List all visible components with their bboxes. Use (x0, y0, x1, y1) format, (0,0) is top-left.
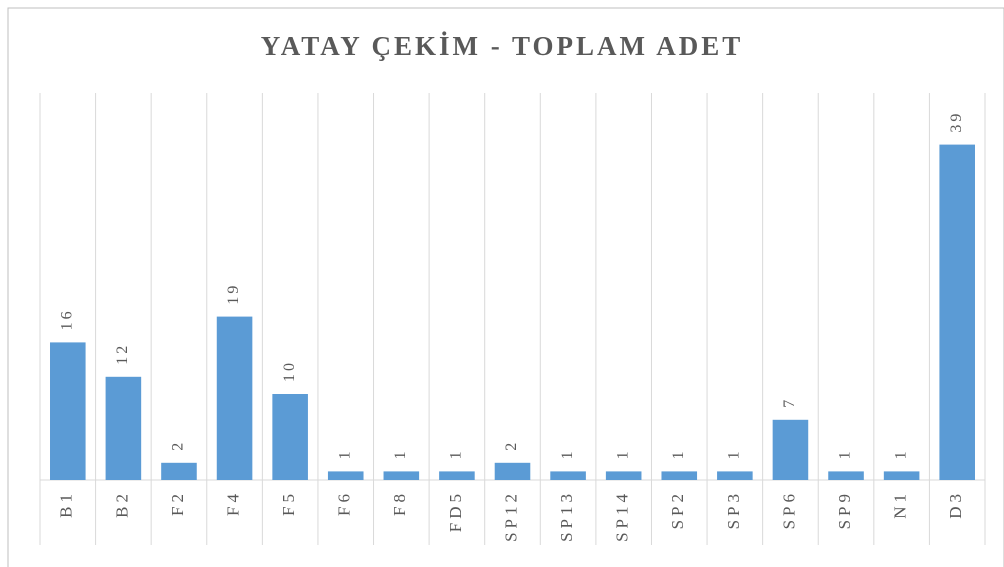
data-label: 1 (726, 448, 743, 459)
x-tick-label: FD5 (446, 490, 465, 532)
x-tick-label: F4 (223, 490, 242, 516)
bar (439, 471, 475, 480)
data-label: 1 (614, 448, 631, 459)
x-tick-label: SP13 (557, 490, 576, 542)
bar (828, 471, 864, 480)
data-label: 1 (892, 448, 909, 459)
bar (717, 471, 753, 480)
bar (772, 419, 809, 480)
bar (50, 342, 86, 480)
data-label: 2 (503, 440, 520, 451)
bar (216, 316, 253, 480)
x-tick-label: D3 (946, 490, 965, 519)
chart-border (7, 7, 1004, 567)
x-tick-label: SP14 (613, 490, 632, 542)
chart-title: YATAY ÇEKİM - TOPLAM ADET (261, 31, 744, 61)
x-tick-label: F2 (168, 490, 187, 516)
bar (550, 471, 586, 480)
bar (383, 471, 420, 480)
data-label: 12 (114, 343, 131, 365)
data-label: 1 (448, 448, 465, 459)
x-tick-label: SP9 (835, 490, 854, 529)
bar (272, 394, 308, 480)
data-label: 2 (170, 440, 187, 451)
x-tick-label: SP6 (779, 490, 798, 529)
bar (605, 471, 642, 480)
data-label: 39 (948, 111, 965, 133)
bar (939, 144, 975, 480)
bar (327, 471, 364, 480)
bar (494, 462, 531, 480)
data-label: 19 (225, 283, 242, 305)
x-tick-label: F5 (279, 490, 298, 516)
bar (161, 462, 197, 480)
x-tick-label: SP3 (724, 490, 743, 529)
x-tick-label: B2 (112, 490, 131, 518)
data-label: 16 (58, 308, 75, 330)
bar (661, 471, 698, 480)
data-label: 1 (559, 448, 576, 459)
data-label: 7 (781, 397, 798, 408)
x-tick-label: B1 (57, 490, 76, 518)
data-label: 1 (392, 448, 409, 459)
x-tick-label: SP2 (668, 490, 687, 529)
x-tick-label: F6 (335, 490, 354, 516)
x-tick-label: F8 (390, 490, 409, 516)
data-label: 1 (336, 448, 353, 459)
bar (883, 471, 920, 480)
data-label: 10 (281, 360, 298, 382)
data-label: 1 (670, 448, 687, 459)
data-label: 1 (837, 448, 854, 459)
bar (105, 376, 142, 480)
x-tick-label: SP12 (501, 490, 520, 542)
x-tick-label: N1 (891, 490, 910, 519)
